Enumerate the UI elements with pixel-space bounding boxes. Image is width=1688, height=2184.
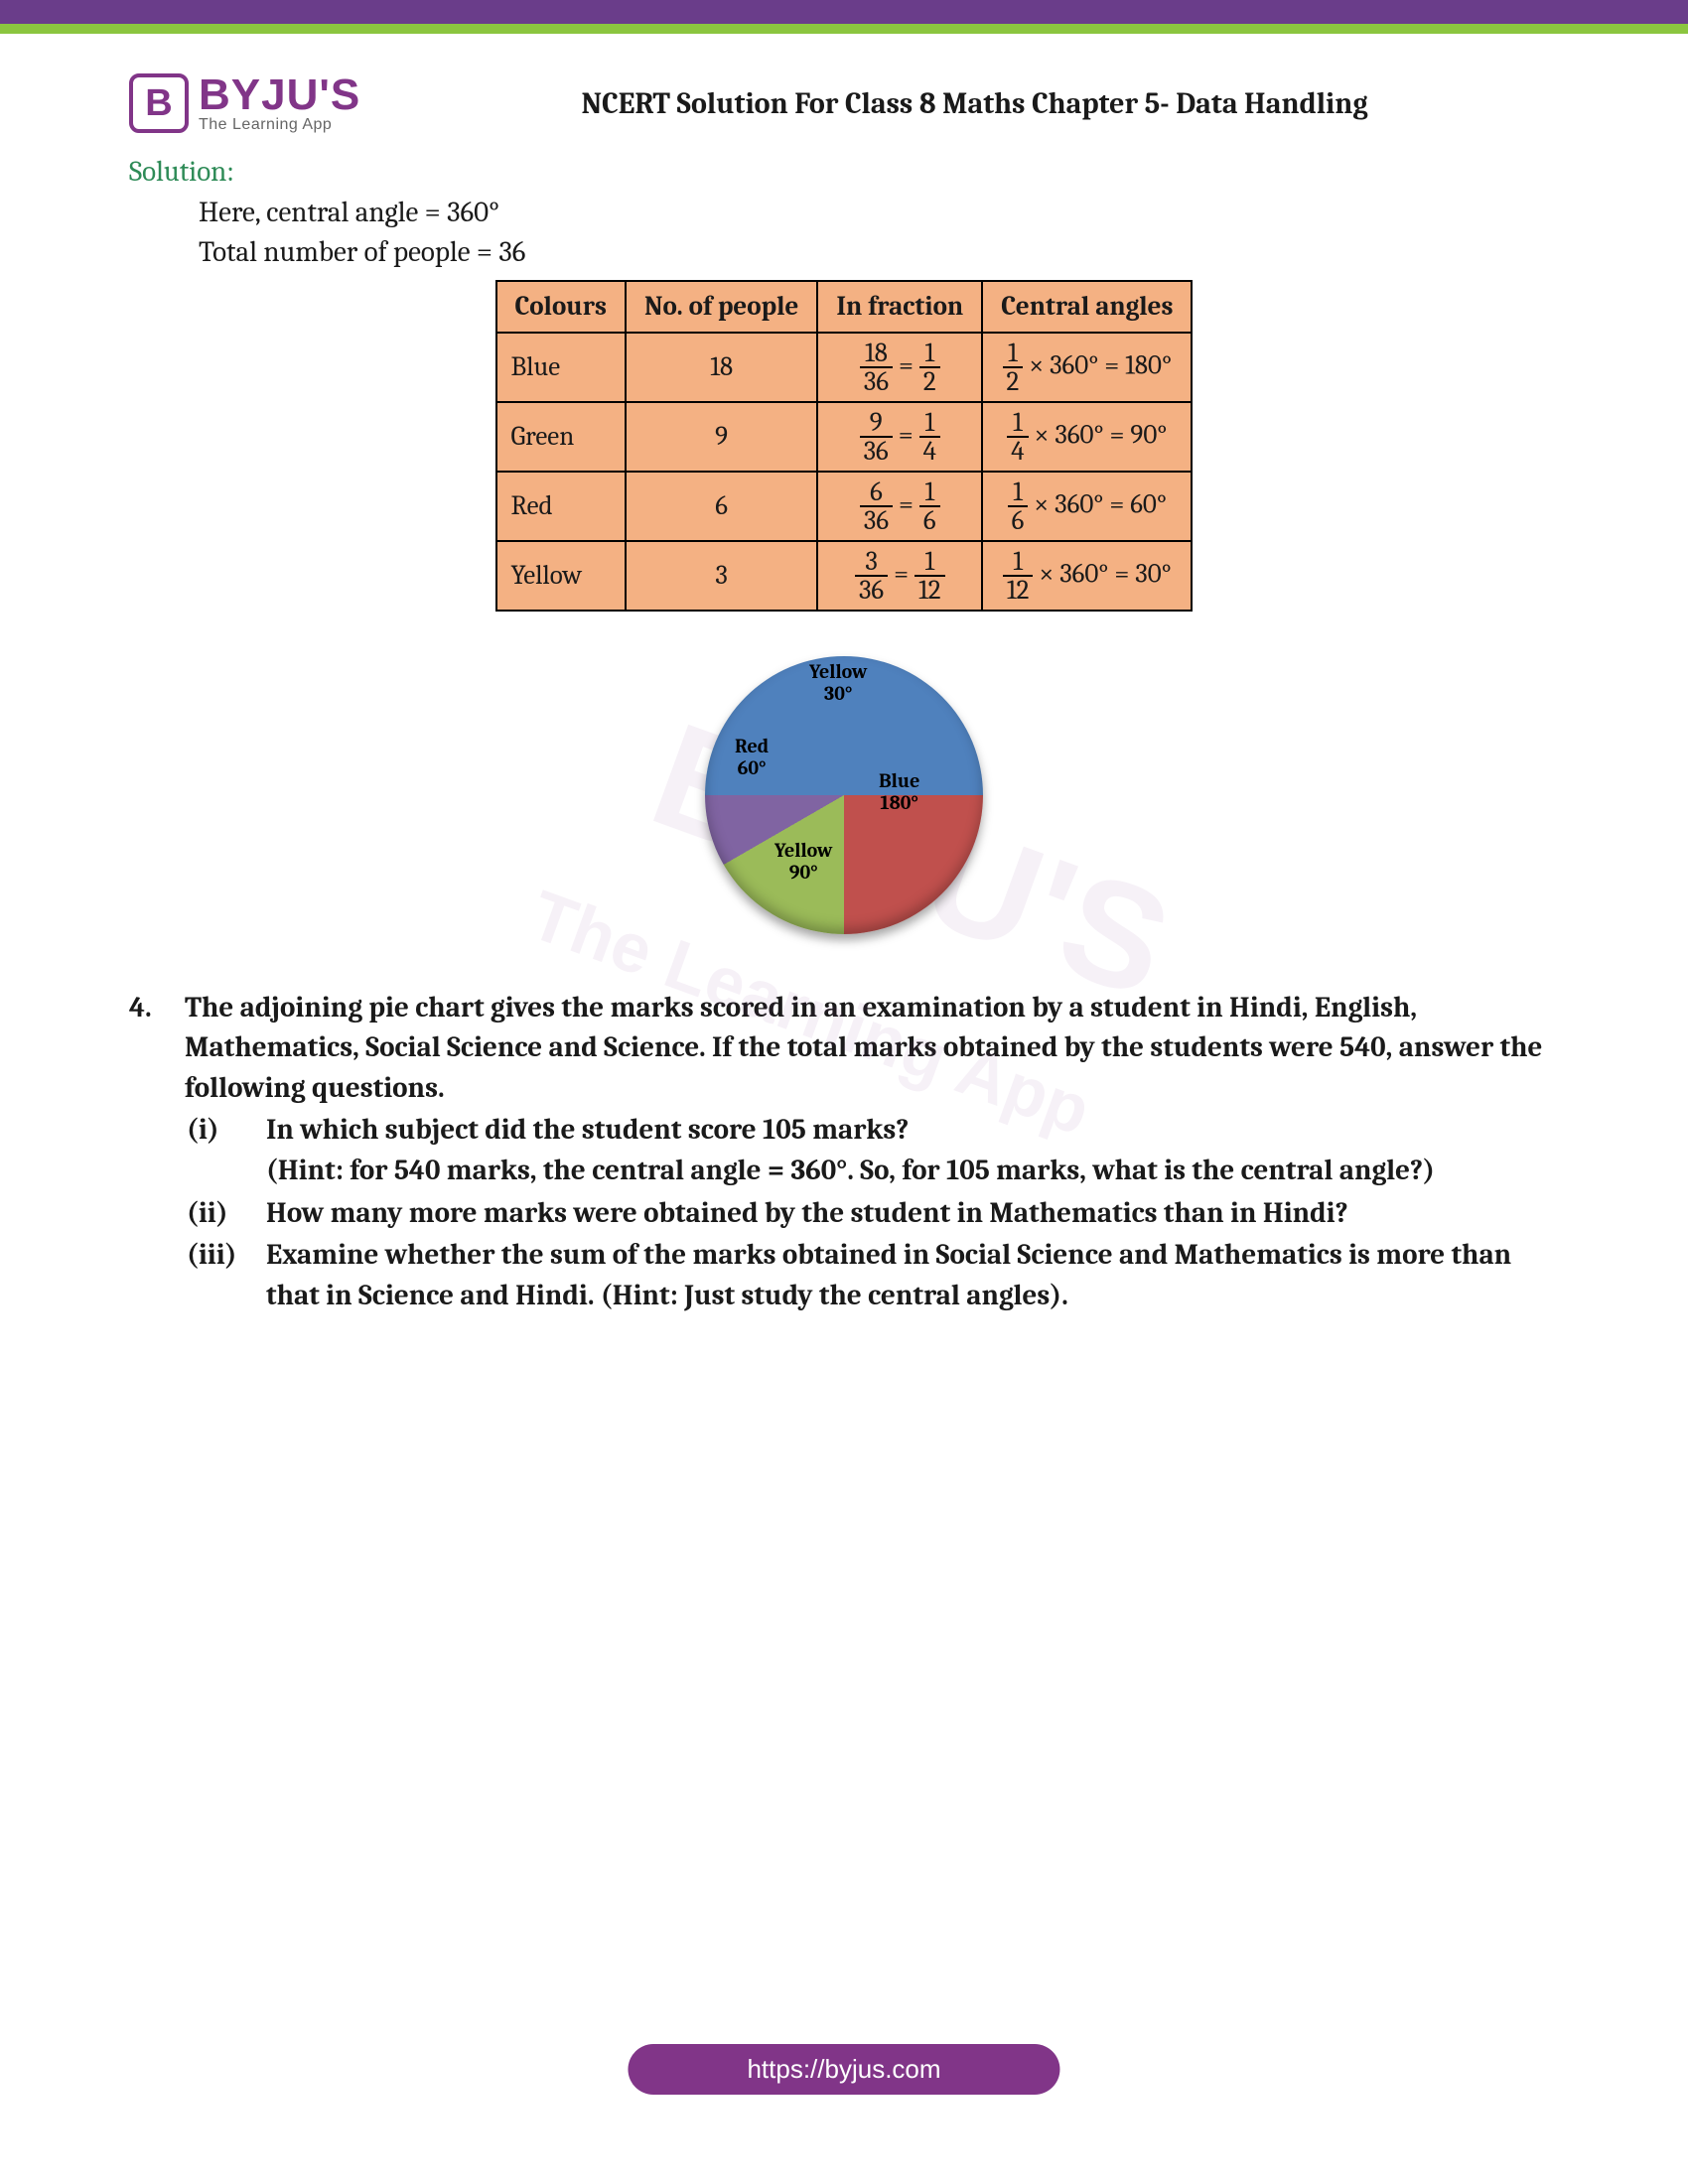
- cell-fraction: 1836 = 12: [817, 333, 982, 402]
- cell-angle: 112 × 360° = 30°: [982, 541, 1192, 611]
- cell-colour: Green: [496, 402, 626, 472]
- cell-fraction: 336 = 112: [817, 541, 982, 611]
- document-title: NCERT Solution For Class 8 Maths Chapter…: [360, 86, 1559, 121]
- th-colours: Colours: [496, 281, 626, 333]
- sub-text: How many more marks were obtained by the…: [266, 1194, 1559, 1235]
- solution-label: Solution:: [129, 153, 1559, 194]
- logo-main-text: BYJU'S: [199, 73, 360, 117]
- th-people: No. of people: [626, 281, 817, 333]
- pie-label-yellow: Yellow90°: [774, 840, 832, 884]
- central-angle-table: Colours No. of people In fraction Centra…: [495, 280, 1194, 612]
- pie-label-red: Red60°: [735, 736, 769, 779]
- cell-angle: 14 × 360° = 90°: [982, 402, 1192, 472]
- th-fraction: In fraction: [817, 281, 982, 333]
- logo-icon: B: [129, 73, 189, 133]
- sub-label: (iii): [187, 1236, 266, 1316]
- sub-question: (iii) Examine whether the sum of the mar…: [129, 1236, 1559, 1316]
- cell-angle: 12 × 360° = 180°: [982, 333, 1192, 402]
- top-bar-green: [0, 24, 1688, 34]
- sub-question: (i) In which subject did the student sco…: [129, 1111, 1559, 1191]
- top-bar-purple: [0, 0, 1688, 24]
- cell-fraction: 636 = 16: [817, 472, 982, 541]
- cell-people: 3: [626, 541, 817, 611]
- logo: B BYJU'S The Learning App: [129, 73, 360, 133]
- cell-fraction: 936 = 14: [817, 402, 982, 472]
- pie-chart: Blue180° Yellow90° Red60° Yellow30°: [680, 651, 1008, 939]
- solution-line2: Total number of people = 36: [199, 233, 1559, 274]
- table-row: Yellow 3 336 = 112 112 × 360° = 30°: [496, 541, 1193, 611]
- cell-people: 18: [626, 333, 817, 402]
- sub-label: (ii): [187, 1194, 266, 1235]
- cell-colour: Red: [496, 472, 626, 541]
- question-4: 4.The adjoining pie chart gives the mark…: [129, 989, 1559, 1317]
- solution-line1: Here, central angle = 360°: [199, 194, 1559, 234]
- cell-colour: Yellow: [496, 541, 626, 611]
- cell-angle: 16 × 360° = 60°: [982, 472, 1192, 541]
- cell-colour: Blue: [496, 333, 626, 402]
- sub-text: Examine whether the sum of the marks obt…: [266, 1236, 1559, 1316]
- sub-question: (ii) How many more marks were obtained b…: [129, 1194, 1559, 1235]
- th-angles: Central angles: [982, 281, 1192, 333]
- sub-text: In which subject did the student score 1…: [266, 1111, 1559, 1191]
- page-header: B BYJU'S The Learning App NCERT Solution…: [0, 34, 1688, 153]
- cell-people: 9: [626, 402, 817, 472]
- table-row: Red 6 636 = 16 16 × 360° = 60°: [496, 472, 1193, 541]
- sub-label: (i): [187, 1111, 266, 1191]
- question-text: The adjoining pie chart gives the marks …: [185, 989, 1555, 1110]
- pie-label-purple: Yellow30°: [809, 661, 867, 705]
- question-number: 4.: [129, 989, 185, 1029]
- content: Solution: Here, central angle = 360° Tot…: [0, 153, 1688, 1316]
- pie-label-blue: Blue180°: [879, 770, 919, 814]
- footer-link[interactable]: https://byjus.com: [628, 2044, 1059, 2095]
- table-row: Blue 18 1836 = 12 12 × 360° = 180°: [496, 333, 1193, 402]
- logo-sub-text: The Learning App: [199, 117, 360, 133]
- cell-people: 6: [626, 472, 817, 541]
- table-row: Green 9 936 = 14 14 × 360° = 90°: [496, 402, 1193, 472]
